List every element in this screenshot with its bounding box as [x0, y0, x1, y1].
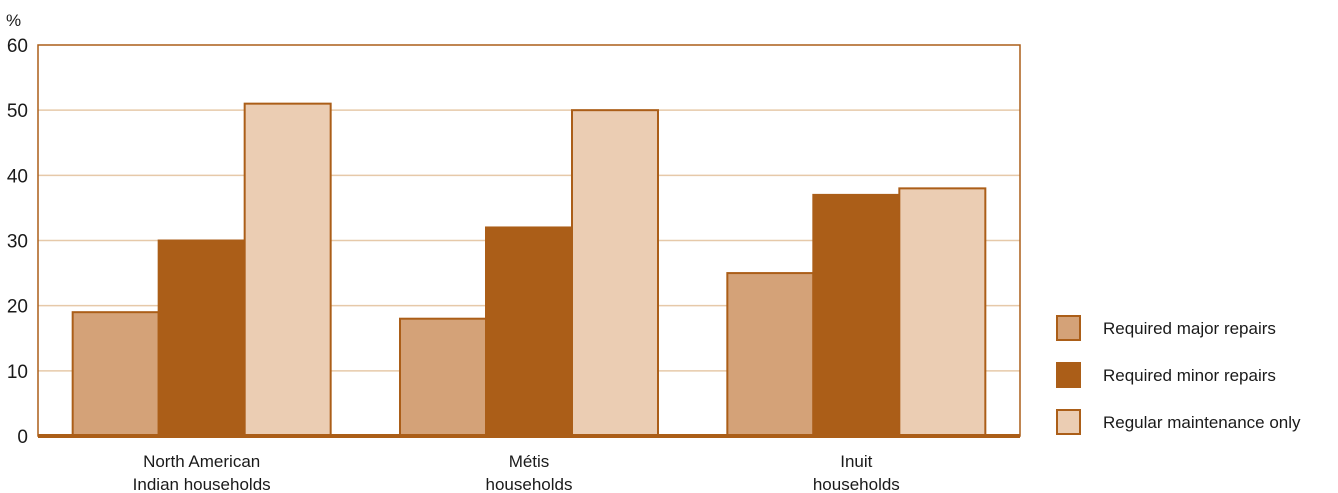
- x-category-label-line: households: [813, 475, 900, 493]
- legend-label: Required minor repairs: [1103, 366, 1276, 385]
- bar: [726, 272, 815, 438]
- y-tick-label: 10: [7, 362, 28, 383]
- x-category-label-line: North American: [143, 452, 260, 471]
- x-category-label-line: Indian households: [133, 475, 271, 493]
- x-axis-categories: North American Indian households Métis hous…: [133, 452, 900, 493]
- x-category-label: Inuit households: [813, 452, 900, 493]
- legend-swatch: [1056, 315, 1081, 341]
- x-category-label-line: Métis: [509, 452, 550, 471]
- bars: [71, 102, 987, 438]
- y-tick-label: 30: [7, 232, 28, 253]
- bar: [812, 193, 901, 437]
- legend: Required major repairs Required minor rep…: [1056, 315, 1301, 435]
- bar: [243, 102, 332, 438]
- legend-swatch: [1056, 362, 1081, 388]
- y-axis-unit-label: %: [6, 11, 21, 30]
- bar: [571, 109, 659, 438]
- y-tick-label: 20: [7, 297, 28, 318]
- x-category-label: North American Indian households: [133, 452, 271, 493]
- bar: [898, 187, 987, 437]
- bar: [157, 239, 246, 437]
- legend-label: Regular maintenance only: [1103, 413, 1301, 432]
- x-category-label: Métis households: [486, 452, 573, 493]
- legend-label: Required major repairs: [1103, 319, 1276, 338]
- y-axis-ticks: 0 10 20 30 40 50 60: [7, 36, 28, 448]
- bar: [399, 317, 487, 438]
- x-category-label-line: households: [486, 475, 573, 493]
- bar: [485, 226, 573, 437]
- plot-frame: [37, 44, 1021, 438]
- bar: [71, 311, 160, 437]
- y-tick-label: 40: [7, 166, 28, 187]
- x-category-label-line: Inuit: [840, 452, 872, 471]
- y-tick-label: 60: [7, 36, 28, 57]
- legend-swatch: [1056, 409, 1081, 435]
- y-tick-label: 0: [17, 427, 28, 448]
- y-tick-label: 50: [7, 101, 28, 122]
